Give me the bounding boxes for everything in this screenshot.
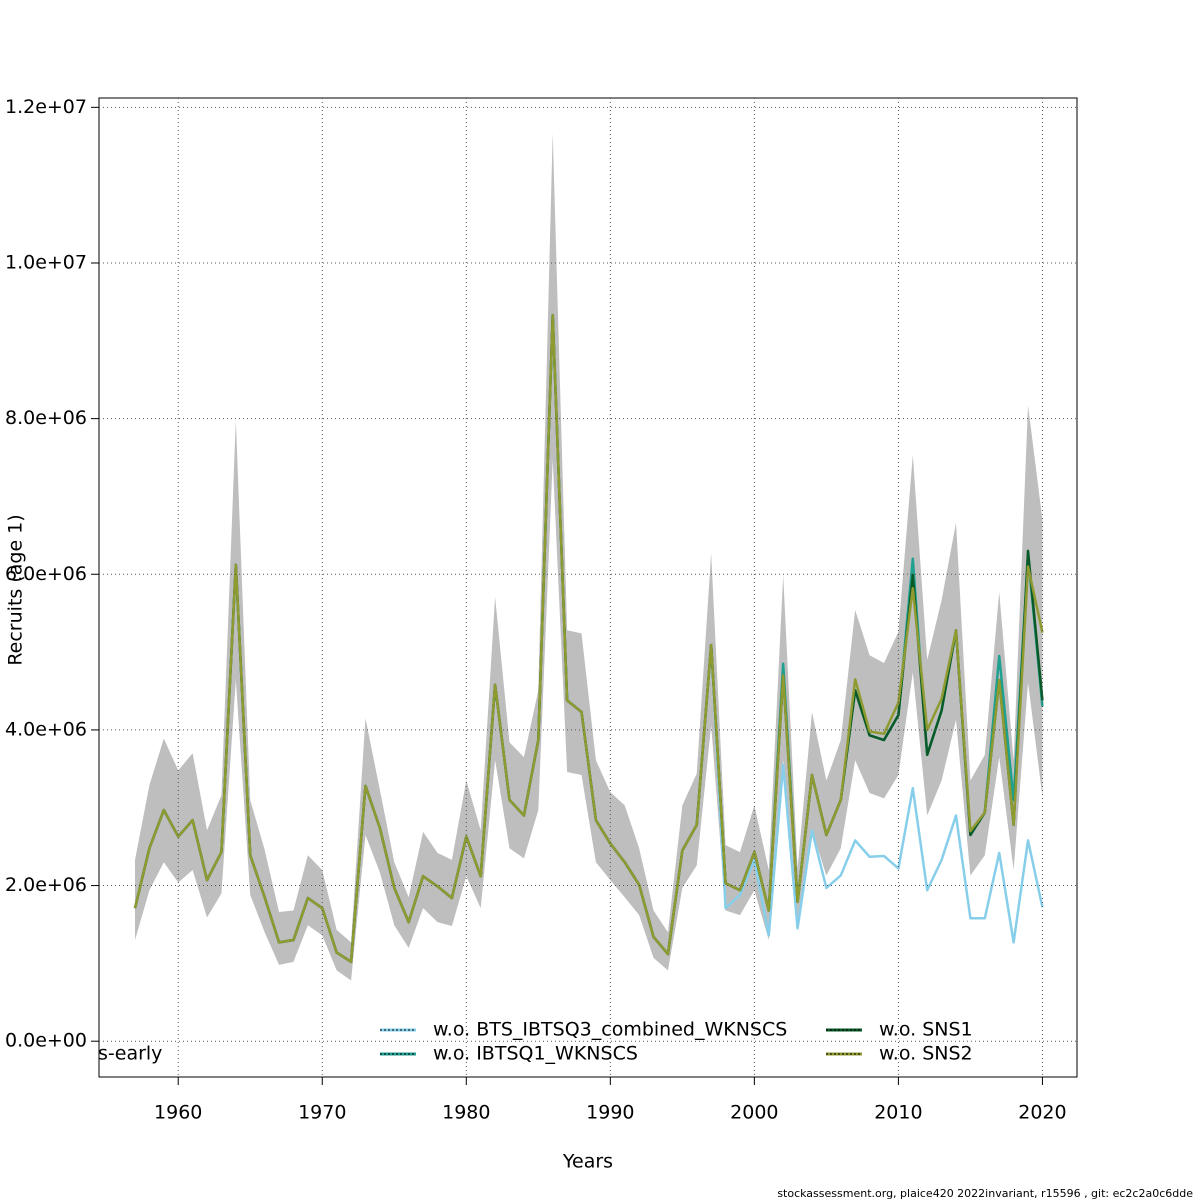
legend-label: w.o. IBTSQ1_WKNSCS [433,1043,638,1065]
y-tick-label: 4.0e+06 [5,718,87,740]
plot-area [133,133,1044,981]
x-tick-label: 1970 [298,1102,346,1124]
x-tick-label: 2020 [1018,1102,1066,1124]
x-axis-label: Years [562,1151,613,1173]
plot-frame [98,97,1078,1078]
x-tick-label: 2000 [730,1102,778,1124]
annotation: s-early [98,1043,162,1065]
y-tick-label: 1.2e+07 [5,96,87,118]
y-tick-label: 6.0e+06 [5,563,87,585]
x-tick-label: 1960 [154,1102,202,1124]
confidence-band [135,133,1043,981]
y-tick-label: 0.0e+00 [5,1030,87,1052]
footer: stockassessment.org, plaice420 2022invar… [777,1187,1193,1200]
y-tick-label: 2.0e+06 [5,874,87,896]
y-axis-label: Recruits (age 1) [5,514,27,665]
x-tick-label: 1980 [442,1102,490,1124]
x-tick-label: 1990 [586,1102,634,1124]
legend-label: w.o. SNS2 [879,1043,973,1065]
legend-label: w.o. BTS_IBTSQ3_combined_WKNSCS [433,1019,787,1041]
x-tick-label: 2010 [874,1102,922,1124]
series-line [133,313,1044,964]
y-tick-label: 1.0e+07 [5,251,87,273]
legend-label: w.o. SNS1 [879,1019,973,1041]
y-tick-label: 8.0e+06 [5,407,87,429]
